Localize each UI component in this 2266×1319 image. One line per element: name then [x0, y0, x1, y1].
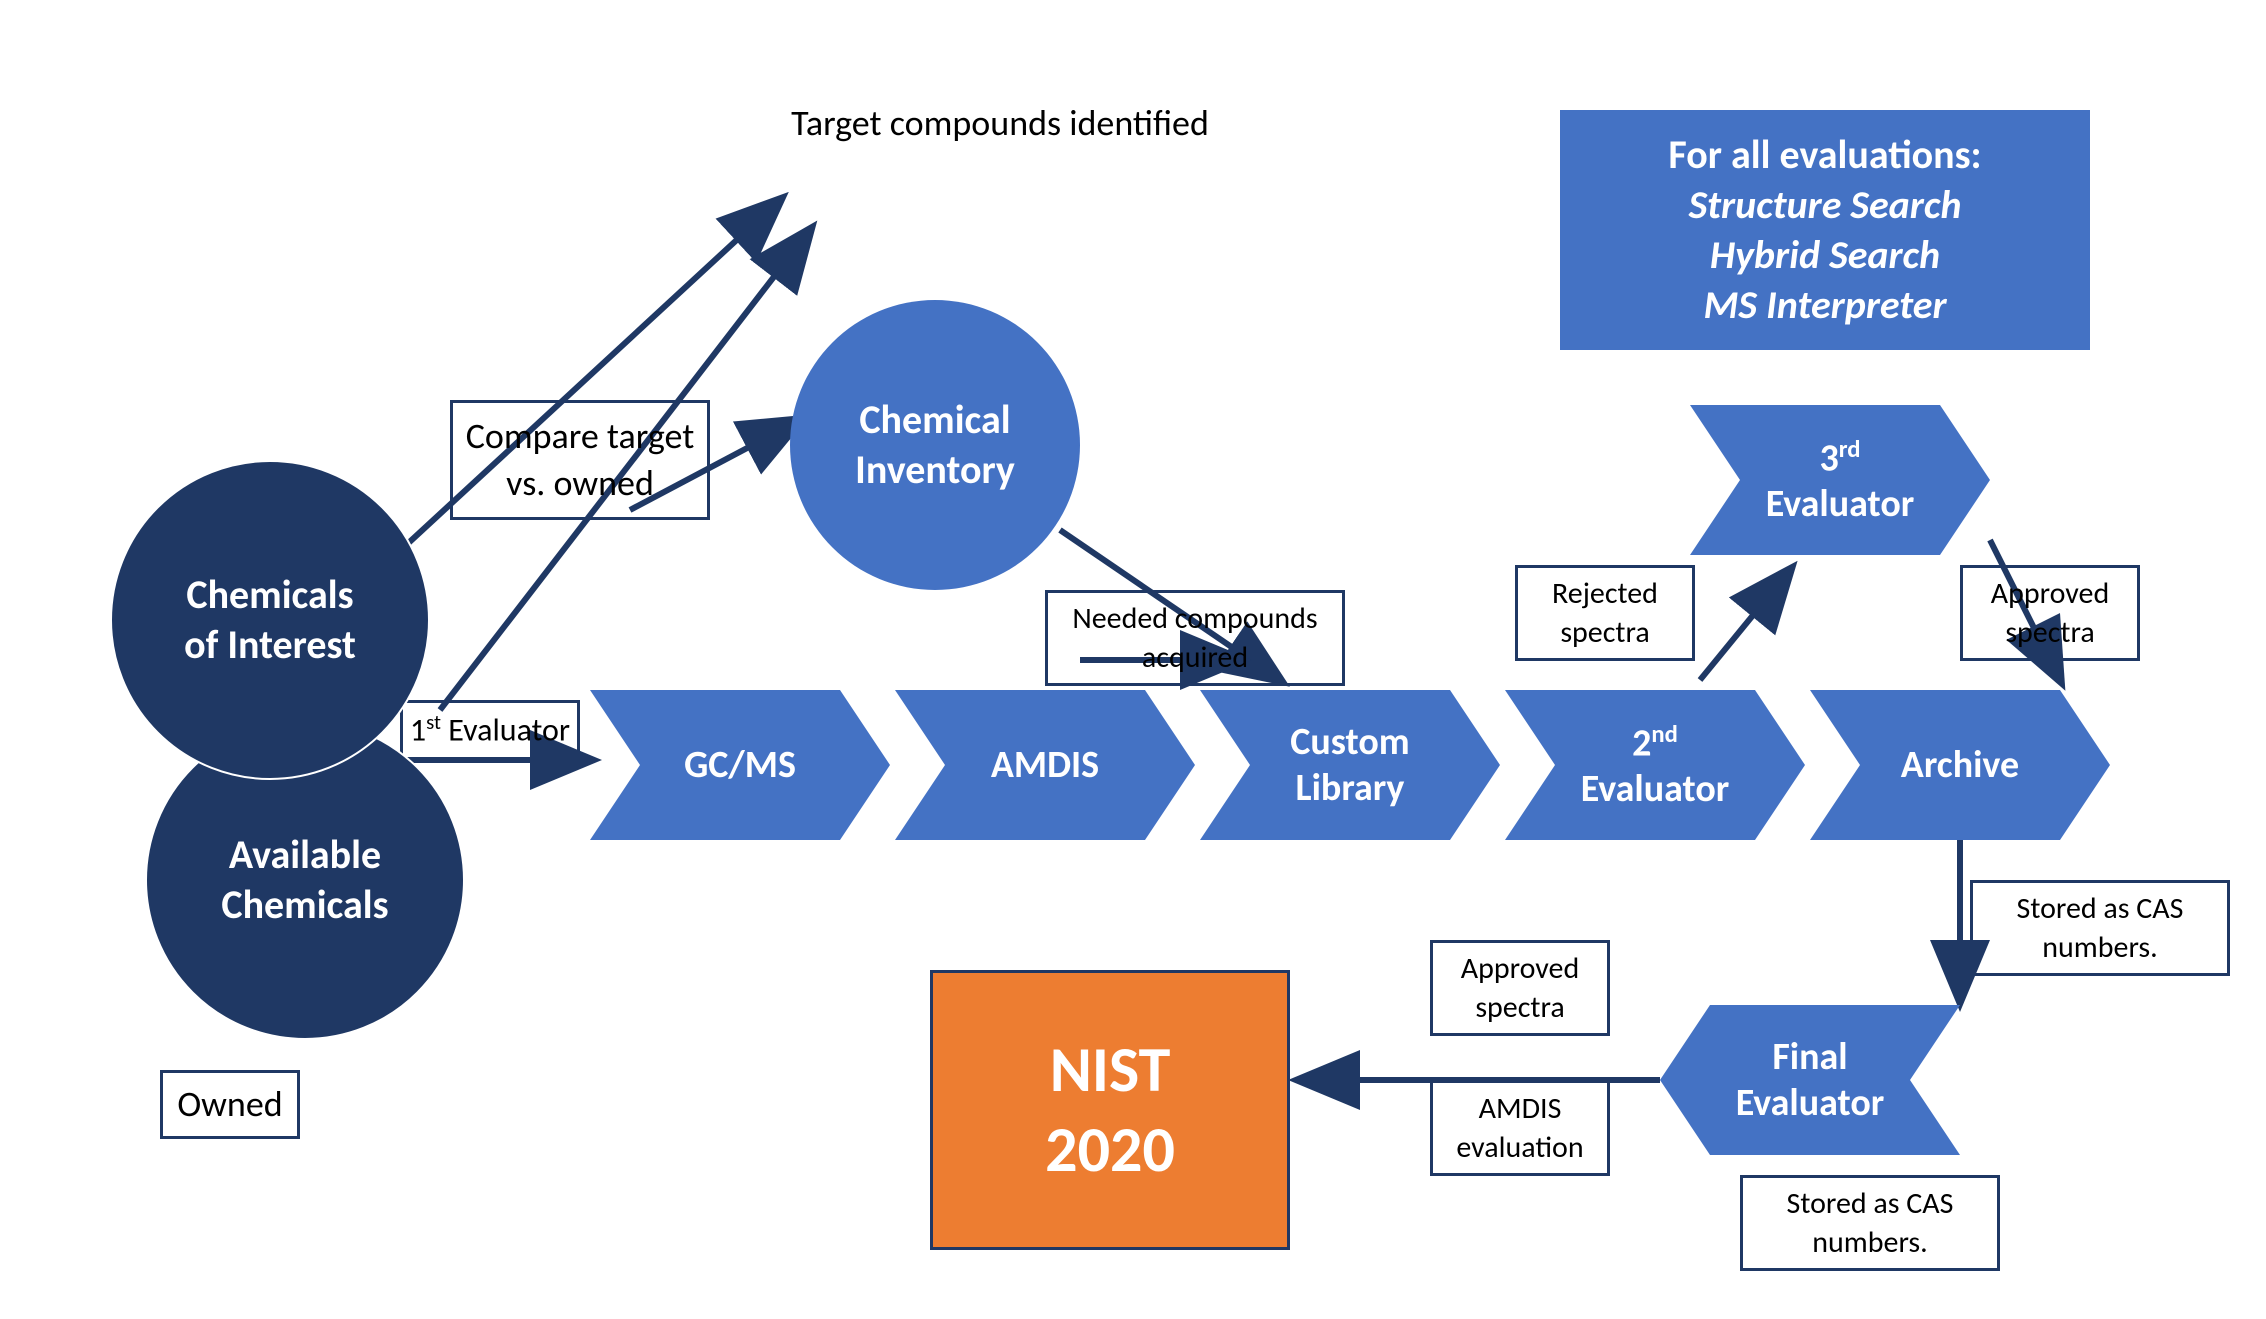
label: Final: [1772, 1034, 1847, 1080]
label-sup: rd: [1839, 433, 1861, 464]
node-nist-2020: NIST 2020: [930, 970, 1290, 1250]
arrow-eval2-to-eval3: [1700, 570, 1790, 680]
label-sup: st: [426, 709, 441, 735]
label: 1: [410, 711, 426, 750]
label: Evaluator: [1581, 766, 1730, 812]
chevron-gcms: GC/MS: [590, 690, 890, 840]
label: AMDIS: [991, 742, 1099, 788]
label: 3: [1819, 435, 1838, 481]
info-line: Hybrid Search: [1710, 230, 1940, 280]
label-sup: nd: [1651, 718, 1678, 749]
label-approved-spectra-final: Approved spectra: [1430, 940, 1610, 1036]
label-rejected-spectra: Rejected spectra: [1515, 565, 1695, 661]
chevron-amdis: AMDIS: [895, 690, 1195, 840]
label-first-evaluator: 1st Evaluator: [400, 700, 580, 760]
chevron-third-evaluator: 3rd Evaluator: [1690, 405, 1990, 555]
label-target-compounds: Target compounds identified: [700, 100, 1300, 147]
label: 2020: [1045, 1111, 1175, 1189]
label: Archive: [1901, 742, 2019, 788]
info-box-evaluations: For all evaluations: Structure Search Hy…: [1560, 110, 2090, 350]
label: Chemicals: [221, 880, 388, 929]
chevron-second-evaluator: 2nd Evaluator: [1505, 690, 1805, 840]
label-owned: Owned: [160, 1070, 300, 1139]
info-line: Structure Search: [1689, 180, 1962, 230]
label: Evaluator: [1736, 1080, 1885, 1126]
info-line: MS Interpreter: [1703, 280, 1946, 330]
label: Chemical: [859, 395, 1010, 444]
label-stored-cas-1: Stored as CAS numbers.: [1970, 880, 2230, 976]
label: Chemicals: [186, 570, 353, 619]
label-approved-spectra-row: Approved spectra: [1960, 565, 2140, 661]
label: Inventory: [855, 445, 1015, 494]
label-amdis-evaluation: AMDIS evaluation: [1430, 1080, 1610, 1176]
label: Custom: [1290, 719, 1409, 765]
label: Evaluator: [441, 711, 570, 750]
label: of Interest: [184, 620, 356, 669]
label: Available: [229, 830, 381, 879]
label: Library: [1296, 765, 1405, 811]
chevron-custom-library: Custom Library: [1200, 690, 1500, 840]
label-needed: Needed compounds acquired: [1045, 590, 1345, 686]
flowchart-root: Chemicals of Interest Available Chemical…: [0, 0, 2266, 1319]
node-chemicals-of-interest: Chemicals of Interest: [110, 460, 430, 780]
label-stored-cas-2: Stored as CAS numbers.: [1740, 1175, 2000, 1271]
label: Evaluator: [1766, 481, 1915, 527]
node-chemical-inventory: Chemical Inventory: [790, 300, 1080, 590]
info-title: For all evaluations:: [1668, 130, 1981, 180]
chevron-final-evaluator: Final Evaluator: [1660, 1005, 1960, 1155]
label: 2: [1632, 720, 1651, 766]
label-compare: Compare target vs. owned: [450, 400, 710, 520]
chevron-archive: Archive: [1810, 690, 2110, 840]
label: GC/MS: [684, 742, 796, 788]
label: NIST: [1050, 1031, 1171, 1109]
